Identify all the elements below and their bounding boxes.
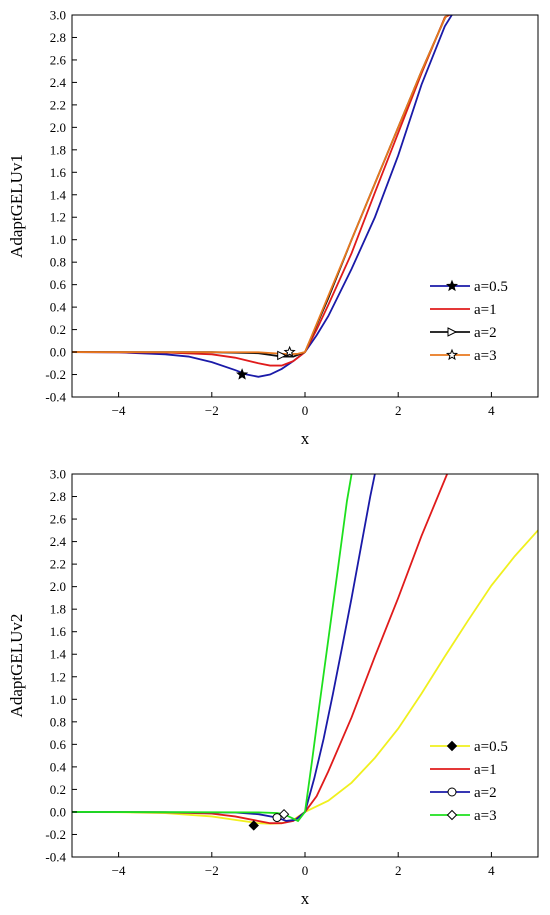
x-axis-label: x [301, 889, 310, 908]
x-tick-label: 2 [395, 863, 402, 878]
y-axis-label: AdaptGELUv1 [7, 154, 26, 258]
y-tick-label: 3.0 [50, 467, 66, 482]
x-tick-label: 4 [488, 403, 495, 418]
chart-panel-1: -0.4 -0.2 0.0 0.2 0.4 0.6 0.8 1.0 1.2 1.4 1.6 1.8 2.… [7, 8, 539, 448]
legend-marker [447, 787, 457, 797]
y-tick-label: 2.4 [50, 534, 67, 549]
legend-marker [446, 740, 458, 752]
y-tick-label: 0.6 [50, 277, 67, 292]
y-tick-label: 2.6 [50, 52, 67, 67]
legend-label: a=0.5 [474, 279, 508, 295]
y-tick-label: 2.2 [50, 557, 66, 572]
y-tick-label: 1.4 [50, 647, 67, 662]
y-tick-label: 1.0 [50, 692, 66, 707]
y-tick-label: 2.2 [50, 97, 66, 112]
series-marker-a-0.5 [236, 368, 249, 380]
legend-label: a=1 [474, 762, 497, 778]
y-tick-label: 0.0 [50, 345, 66, 360]
x-axis-label: x [301, 429, 310, 448]
series-line-a-3 [72, 474, 353, 823]
y-tick-label: 0.2 [50, 322, 66, 337]
legend-label: a=0.5 [474, 739, 508, 755]
x-tick-label: −4 [112, 403, 126, 418]
x-tick-label: 0 [302, 403, 309, 418]
legend-marker [445, 348, 459, 361]
x-tick-label: 2 [395, 403, 402, 418]
series-marker-a-3 [283, 345, 296, 358]
y-tick-label: 2.0 [50, 579, 66, 594]
legend-marker [445, 279, 459, 292]
x-tick-label: 4 [488, 863, 495, 878]
series-marker-a-2 [272, 813, 282, 823]
y-tick-label: 1.2 [50, 669, 66, 684]
series-line-a-2 [72, 474, 376, 822]
legend-label: a=1 [474, 302, 497, 318]
legend: a=0.5 a=1 a=2 a=3 [430, 739, 508, 824]
series-marker-a-2 [277, 350, 287, 361]
series-line-a-2 [72, 15, 448, 358]
y-tick-label: -0.4 [45, 390, 66, 405]
plot-frame [71, 14, 539, 398]
y-axis-label: AdaptGELUv2 [7, 614, 26, 718]
legend-marker [447, 327, 458, 337]
series-line-a-1 [72, 15, 450, 367]
y-tick-label: 1.8 [50, 142, 66, 157]
y-tick-label: 0.2 [50, 782, 66, 797]
legend-label: a=2 [474, 785, 497, 801]
series-line-a-0.5 [72, 15, 453, 378]
legend-marker [446, 809, 458, 821]
legend: a=0.5 a=1 a=2 a=3 [430, 279, 508, 364]
y-tick-label: 0.4 [50, 300, 67, 315]
y-tick-label: 1.0 [50, 232, 66, 247]
y-tick-label: 0.0 [50, 804, 66, 819]
y-tick-label: 1.6 [50, 165, 67, 180]
y-tick-label: 2.0 [50, 120, 66, 135]
y-tick-label: -0.2 [45, 367, 66, 382]
legend-label: a=3 [474, 348, 497, 364]
y-tick-label: 1.4 [50, 187, 67, 202]
y-tick-label: 2.6 [50, 512, 67, 527]
y-tick-label: 2.4 [50, 75, 67, 90]
y-tick-label: 0.4 [50, 759, 67, 774]
x-tick-label: −2 [205, 403, 219, 418]
x-tick-label: −4 [112, 863, 126, 878]
series-marker-a-3 [278, 808, 290, 820]
y-tick-label: 1.8 [50, 602, 66, 617]
chart-panel-2: -0.4 -0.2 0.0 0.2 0.4 0.6 0.8 1.0 1.2 1.4 1.6 1.8 2.… [7, 467, 539, 908]
plot-frame [71, 473, 539, 858]
y-tick-label: 0.8 [50, 255, 66, 270]
y-tick-label: 1.6 [50, 624, 67, 639]
series-marker-a-0.5 [248, 820, 259, 831]
x-tick-label: 0 [302, 863, 309, 878]
y-tick-label: 2.8 [50, 489, 66, 504]
y-tick-label: -0.2 [45, 827, 66, 842]
series-line-a-1 [72, 474, 448, 825]
y-tick-label: -0.4 [45, 850, 66, 865]
series-line-a-0.5 [72, 529, 538, 825]
y-tick-label: 0.6 [50, 737, 67, 752]
y-tick-label: 1.2 [50, 210, 66, 225]
series-line-a-3 [72, 15, 448, 356]
legend-label: a=3 [474, 808, 497, 824]
y-tick-label: 3.0 [50, 8, 66, 23]
x-tick-label: −2 [205, 863, 219, 878]
legend-label: a=2 [474, 325, 497, 341]
y-tick-label: 2.8 [50, 30, 66, 45]
y-tick-label: 0.8 [50, 714, 66, 729]
